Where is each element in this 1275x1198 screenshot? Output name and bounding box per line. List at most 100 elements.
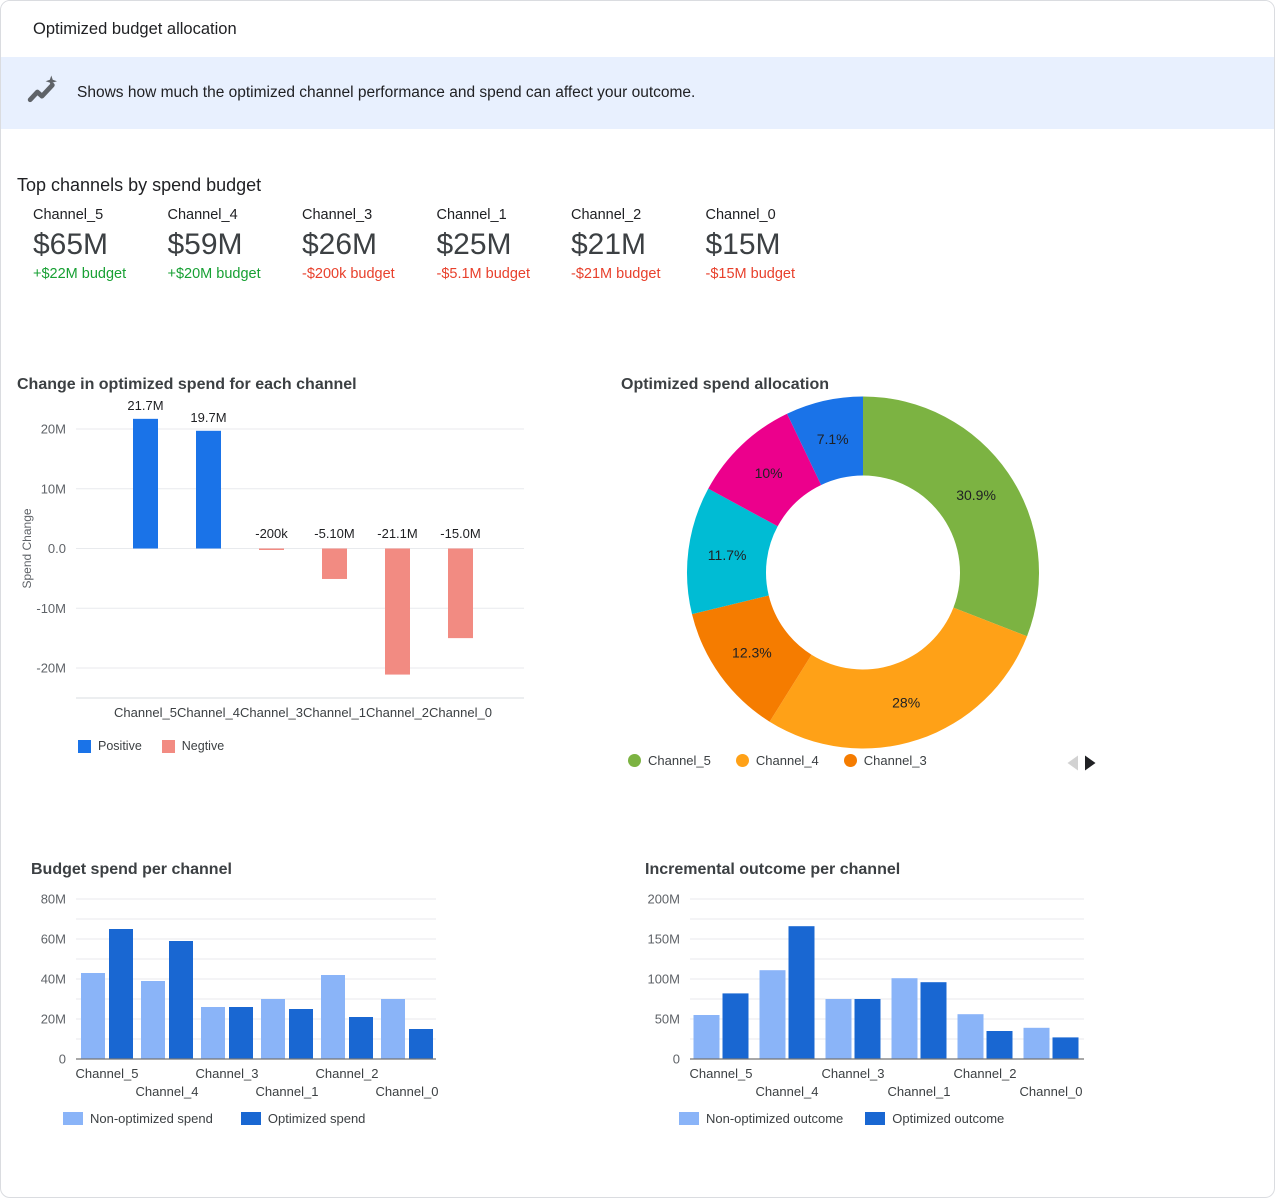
donut-percent-label: 10% — [755, 465, 783, 481]
optimized-spend-bar-channel-2[interactable] — [349, 1017, 373, 1059]
non-optimized-spend-bar-channel-4[interactable] — [141, 981, 165, 1059]
legend-item-negtive: Negtive — [161, 739, 224, 753]
donut-percent-label: 28% — [892, 695, 920, 711]
y-tick-label: 40M — [41, 972, 66, 987]
donut-slice-channel-0[interactable] — [787, 396, 863, 485]
optimized-outcome-bar-channel-5[interactable] — [722, 993, 749, 1059]
donut-slice-channel-3[interactable] — [691, 595, 812, 722]
donut-slice-channel-2[interactable] — [708, 413, 822, 527]
non-optimized-outcome-bar-channel-3[interactable] — [825, 999, 852, 1059]
optimized-outcome-bar-channel-4[interactable] — [788, 926, 815, 1059]
donut-slice-channel-5[interactable] — [863, 396, 1039, 637]
non-optimized-spend-bar-channel-0[interactable] — [381, 999, 405, 1059]
legend-label: Optimized spend — [267, 1111, 366, 1126]
donut-percent-label: 11.7% — [708, 547, 747, 563]
spend-allocation-donut-chart: 30.9% 28% 12.3% 11.7% 10% 7.1% — [687, 396, 1039, 749]
bar-value-label: -15.0M — [440, 526, 480, 541]
channel-card-name: Channel_2 — [571, 207, 642, 223]
spend-allocation-legend: Channel_5 Channel_4 Channel_3 — [628, 753, 927, 768]
channel-card-name: Channel_3 — [302, 207, 373, 223]
legend-item-channel-4: Channel_4 — [735, 753, 819, 768]
channel-card-value: $59M — [167, 228, 243, 261]
x-category-label: Channel_4 — [756, 1084, 819, 1099]
optimized-spend-bar-channel-3[interactable] — [229, 1007, 253, 1059]
bar-value-label: 19.7M — [190, 410, 226, 425]
legend-label: Channel_5 — [648, 753, 711, 768]
channel-card-channel-2: Channel_2 $21M -$21M budget — [571, 207, 706, 282]
donut-slice-channel-1[interactable] — [687, 488, 778, 615]
x-category-label: Channel_0 — [376, 1084, 439, 1099]
channel-card-budget-delta: -$200k budget — [302, 266, 395, 282]
channel-card-budget-delta: -$21M budget — [571, 266, 661, 282]
legend-label: Non-optimized outcome — [706, 1111, 844, 1126]
channel-card-name: Channel_4 — [167, 207, 238, 223]
budget-spend-chart: 0 20M 40M 60M 80M Channel_5 Channel_4 Channel_3… — [41, 892, 439, 1100]
legend-label: Channel_3 — [863, 753, 927, 768]
x-category-label: Channel_1 — [888, 1084, 951, 1099]
channel-card-channel-4: Channel_4 $59M +$20M budget — [168, 207, 303, 282]
channel-card-value: $21M — [571, 228, 647, 261]
non-optimized-spend-bar-channel-2[interactable] — [321, 975, 345, 1059]
legend-item-optimized-outcome: Optimized outcome — [865, 1111, 1004, 1126]
legend-item-channel-3: Channel_3 — [843, 753, 927, 768]
legend-next-arrow-icon[interactable] — [1083, 754, 1100, 772]
optimized-spend-bar-channel-1[interactable] — [289, 1009, 313, 1059]
x-category-label: Channel_5 — [114, 705, 177, 720]
legend-label: Positive — [98, 739, 142, 753]
optimized-outcome-bar-channel-0[interactable] — [1052, 1037, 1079, 1059]
budget-spend-chart-title: Budget spend per channel — [31, 861, 232, 878]
channel-card-name: Channel_5 — [33, 207, 104, 223]
page-header: Optimized budget allocation — [1, 1, 1274, 57]
non-optimized-spend-bar-channel-3[interactable] — [201, 1007, 225, 1059]
channel-card-value: $65M — [33, 228, 109, 261]
optimized-spend-bar-channel-5[interactable] — [109, 929, 133, 1059]
spend-change-bar-channel-2[interactable] — [385, 548, 410, 675]
non-optimized-outcome-bar-channel-0[interactable] — [1023, 1027, 1050, 1059]
donut-percent-label: 12.3% — [732, 645, 772, 661]
info-banner: Shows how much the optimized channel per… — [1, 57, 1274, 129]
optimized-spend-bar-channel-0[interactable] — [409, 1029, 433, 1059]
legend-item-channel-5: Channel_5 — [628, 753, 711, 768]
non-optimized-outcome-bar-channel-4[interactable] — [759, 970, 786, 1059]
legend-swatch — [628, 754, 641, 767]
optimized-spend-bar-channel-4[interactable] — [169, 941, 193, 1059]
x-category-label: Channel_3 — [822, 1066, 885, 1081]
legend-swatch — [78, 739, 91, 753]
page-title: Optimized budget allocation — [33, 19, 237, 38]
top-channels-heading: Top channels by spend budget — [17, 174, 262, 195]
non-optimized-outcome-bar-channel-5[interactable] — [693, 1015, 720, 1059]
y-tick-label: -10M — [36, 601, 66, 616]
non-optimized-spend-bar-channel-1[interactable] — [261, 999, 285, 1059]
optimized-outcome-bar-channel-2[interactable] — [986, 1031, 1013, 1059]
x-category-label: Channel_0 — [1020, 1084, 1083, 1099]
spend-change-chart-title: Change in optimized spend for each chann… — [17, 376, 357, 393]
legend-item-optimized-spend: Optimized spend — [240, 1111, 366, 1126]
legend-item-non-optimized-outcome: Non-optimized outcome — [679, 1111, 843, 1126]
channel-card-value: $15M — [705, 228, 781, 261]
y-tick-label: 60M — [41, 932, 66, 947]
optimized-outcome-bar-channel-1[interactable] — [920, 982, 947, 1059]
bar-value-label: -21.1M — [377, 526, 417, 541]
spend-change-bar-channel-4[interactable] — [196, 430, 221, 549]
spend-change-bar-channel-5[interactable] — [133, 418, 158, 549]
legend-swatch — [240, 1112, 261, 1125]
optimized-outcome-bar-channel-3[interactable] — [854, 999, 881, 1059]
y-tick-label: 20M — [41, 422, 66, 437]
legend-swatch — [735, 754, 749, 767]
spend-change-bar-channel-3[interactable] — [259, 548, 284, 551]
spend-change-legend: Positive Negtive — [78, 739, 224, 753]
channel-card-budget-delta: -$5.1M budget — [436, 266, 531, 282]
legend-prev-arrow-icon[interactable] — [1065, 754, 1082, 772]
bar-value-label: 21.7M — [127, 398, 163, 413]
x-category-label: Channel_5 — [76, 1066, 139, 1081]
non-optimized-outcome-bar-channel-1[interactable] — [891, 978, 918, 1059]
spend-change-bar-channel-0[interactable] — [448, 548, 473, 639]
x-category-label: Channel_3 — [196, 1066, 259, 1081]
non-optimized-outcome-bar-channel-2[interactable] — [957, 1014, 984, 1059]
incremental-outcome-chart-title: Incremental outcome per channel — [645, 861, 901, 878]
non-optimized-spend-bar-channel-5[interactable] — [81, 973, 105, 1059]
y-tick-label: -20M — [36, 661, 66, 676]
donut-slice-channel-4[interactable] — [769, 607, 1028, 749]
spend-change-bar-channel-1[interactable] — [322, 548, 347, 579]
top-channel-cards: Channel_5 $65M +$22M budget Channel_4 $59M +$… — [33, 207, 840, 282]
